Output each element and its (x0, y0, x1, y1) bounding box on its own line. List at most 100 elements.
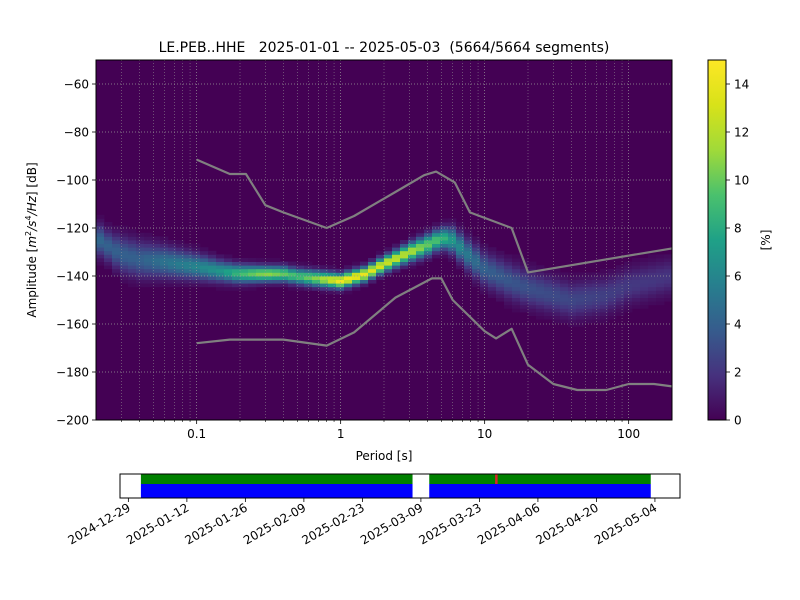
heatmap-cell (664, 261, 673, 266)
heatmap-cell (312, 276, 321, 280)
heatmap-cell (168, 279, 177, 284)
heatmap-cell (200, 261, 209, 266)
heatmap-cell (656, 283, 665, 288)
heatmap-cell (320, 279, 329, 284)
heatmap-cell (392, 254, 401, 259)
heatmap-cell (352, 268, 361, 273)
heatmap-cell (432, 250, 441, 255)
heatmap-cell (352, 272, 361, 277)
heatmap-cell (504, 261, 513, 266)
psd-plot: 0.1 1 10 100 −60 −80 −100 −120 −140 −160 −180 −200… (24, 59, 673, 463)
heatmap-cell (416, 240, 425, 244)
heatmap-cell (424, 258, 433, 262)
heatmap-cell (368, 261, 377, 266)
heatmap-cell (248, 268, 257, 273)
heatmap-cell (528, 261, 537, 266)
heatmap-cell (624, 279, 633, 284)
x-tick-label: 0.1 (187, 427, 206, 441)
heatmap-cell (120, 268, 129, 273)
heatmap-cell (400, 243, 409, 248)
timeline-frame (119, 473, 681, 499)
heatmap-cell (120, 236, 129, 241)
heatmap-cell (312, 286, 321, 291)
heatmap-cell (536, 315, 545, 320)
heatmap-cell (312, 283, 321, 288)
heatmap-cell (512, 258, 521, 262)
heatmap-cell (632, 258, 641, 262)
timeline-tick-label: 2025-04-20 (534, 500, 601, 547)
heatmap-cell (400, 265, 409, 270)
heatmap-cell (96, 243, 105, 248)
heatmap-cell (416, 232, 425, 237)
heatmap-cell (648, 279, 657, 284)
colorbar-gradient (707, 59, 727, 421)
heatmap-cell (592, 304, 601, 309)
heatmap-cell (232, 261, 241, 266)
heatmap-cell (536, 304, 545, 309)
heatmap-cell (152, 268, 161, 273)
heatmap-cell (504, 294, 513, 298)
heatmap-cell (192, 261, 201, 266)
heatmap-cell (520, 268, 529, 273)
heatmap-cell (416, 236, 425, 241)
heatmap-cell (576, 290, 585, 295)
heatmap-cell (224, 283, 233, 288)
heatmap-cell (464, 276, 473, 280)
heatmap-cell (104, 243, 113, 248)
heatmap-cell (448, 222, 457, 226)
y-axis-ticks: −60 −80 −100 −120 −140 −160 −180 −200 (56, 78, 96, 428)
heatmap-cell (144, 236, 153, 241)
timeline-marker (495, 474, 498, 484)
heatmap-cell (360, 272, 369, 277)
heatmap-cell (336, 286, 345, 291)
heatmap-cell (96, 240, 105, 244)
heatmap-cell (416, 261, 425, 266)
heatmap-cell (536, 308, 545, 313)
heatmap-cell (376, 261, 385, 266)
timeline-tick-label: 2025-05-04 (592, 500, 659, 547)
heatmap-cell (648, 290, 657, 295)
heatmap-cell (616, 297, 625, 302)
heatmap-cell (128, 236, 137, 241)
heatmap-cell (184, 268, 193, 273)
heatmap-cell (488, 279, 497, 284)
heatmap-cell (168, 276, 177, 280)
heatmap-cell (144, 254, 153, 259)
heatmap-cell (464, 261, 473, 266)
heatmap-cell (632, 297, 641, 302)
grid-lines (95, 60, 673, 421)
heatmap-cell (528, 304, 537, 309)
heatmap-cell (608, 301, 617, 306)
y-label-part-6: 4 (24, 215, 33, 220)
heatmap-cell (240, 272, 249, 277)
heatmap-cell (464, 236, 473, 241)
heatmap-cell (584, 283, 593, 288)
heatmap-cell (520, 301, 529, 306)
heatmap-cell (664, 272, 673, 277)
heatmap-cell (624, 276, 633, 280)
heatmap-cell (616, 286, 625, 291)
heatmap-cell (576, 283, 585, 288)
heatmap-cell (608, 315, 617, 320)
heatmap-cell (352, 283, 361, 288)
heatmap-cell (488, 261, 497, 266)
heatmap-cell (176, 250, 185, 255)
heatmap-cell (480, 261, 489, 266)
heatmap-cell (496, 250, 505, 255)
timeline-tick-label: 2025-04-06 (475, 500, 542, 547)
heatmap-cell (448, 247, 457, 252)
heatmap-cell (544, 283, 553, 288)
heatmap-cell (192, 243, 201, 248)
heatmap-cell (224, 286, 233, 291)
heatmap-cell (600, 301, 609, 306)
heatmap-cell (136, 240, 145, 244)
heatmap-cell (560, 279, 569, 284)
heatmap-cell (424, 232, 433, 237)
heatmap-cell (144, 268, 153, 273)
y-tick-label: −120 (56, 222, 89, 236)
heatmap-cell (552, 312, 561, 316)
heatmap-cell (168, 272, 177, 277)
heatmap-cell (536, 312, 545, 316)
heatmap-cell (288, 286, 297, 291)
heatmap-cell (592, 301, 601, 306)
